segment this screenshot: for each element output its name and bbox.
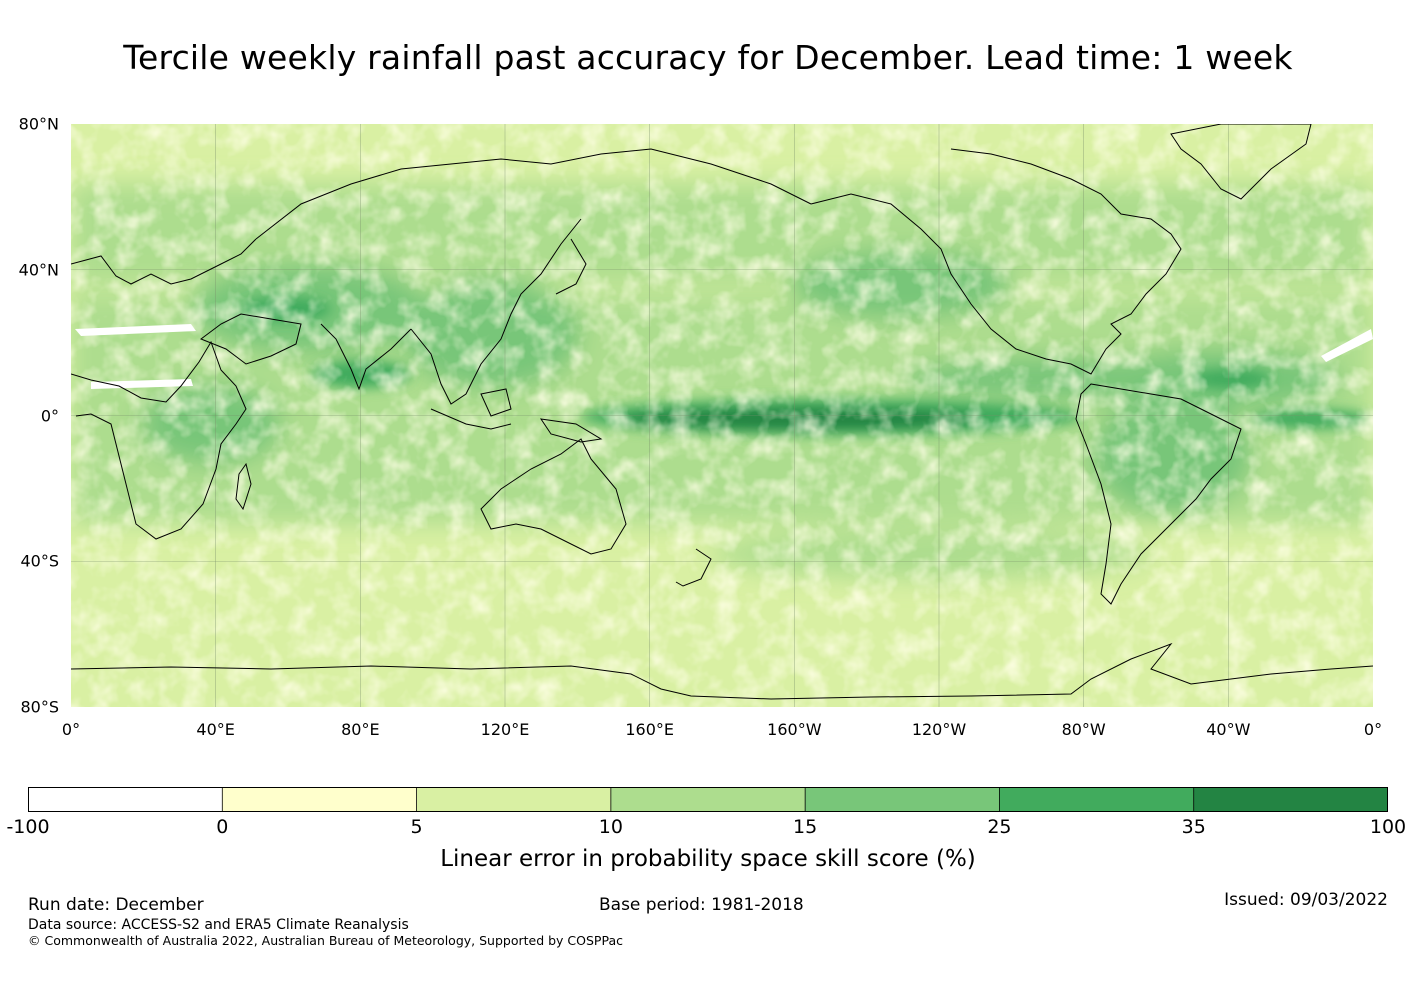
colorbar bbox=[28, 787, 1388, 812]
colorbar-segment bbox=[1193, 787, 1388, 812]
lat-label-equator: 0° bbox=[40, 406, 59, 425]
madagascar-coastline bbox=[235, 462, 252, 511]
coastlines bbox=[71, 124, 1373, 700]
colorbar-tick-label: 5 bbox=[410, 816, 423, 838]
colorbar-tick-label: 0 bbox=[216, 816, 229, 838]
new-guinea-coastline bbox=[539, 418, 603, 443]
sahara-negative-patch bbox=[75, 324, 196, 336]
lon-label-0-west-edge: 0° bbox=[61, 720, 81, 739]
india-coastline bbox=[320, 323, 412, 391]
graticule bbox=[71, 124, 1373, 707]
lon-label-160w: 160°W bbox=[767, 720, 822, 739]
europe-coastline bbox=[71, 238, 257, 285]
south-america-coastline bbox=[1075, 383, 1242, 605]
colorbar-segment bbox=[999, 787, 1194, 812]
lon-label-40e: 40°E bbox=[196, 720, 235, 739]
colorbar-segment bbox=[416, 787, 611, 812]
lat-label-80n: 80°N bbox=[18, 114, 59, 134]
borneo-coastline bbox=[480, 388, 512, 417]
colorbar-segment bbox=[610, 787, 806, 812]
lon-label-40w: 40°W bbox=[1206, 720, 1251, 739]
lon-label-80w: 80°W bbox=[1061, 720, 1106, 739]
skill-score-map bbox=[71, 124, 1373, 707]
colorbar-tick-label: -100 bbox=[6, 816, 50, 838]
colorbar-segment bbox=[805, 787, 1000, 812]
colorbar-segment bbox=[28, 787, 223, 812]
lon-label-80e: 80°E bbox=[341, 720, 380, 739]
lon-label-160e: 160°E bbox=[625, 720, 674, 739]
indonesia-coastline bbox=[430, 408, 512, 430]
lat-label-40s: 40°S bbox=[20, 551, 59, 571]
atlantic-negative-patch bbox=[1321, 329, 1373, 362]
base-period: Base period: 1981-2018 bbox=[599, 895, 804, 915]
negative-skill-patches bbox=[75, 324, 1373, 389]
map-canvas bbox=[71, 124, 1373, 707]
se-asia-coastline bbox=[410, 218, 582, 405]
australia-coastline bbox=[480, 438, 627, 555]
africa-coastline bbox=[71, 340, 247, 540]
lat-label-80s: 80°S bbox=[20, 697, 59, 717]
japan-coastline bbox=[555, 238, 587, 295]
copyright: © Commonwealth of Australia 2022, Austra… bbox=[28, 933, 623, 948]
colorbar-segment bbox=[222, 787, 417, 812]
lon-label-120e: 120°E bbox=[480, 720, 530, 739]
north-america-coastline bbox=[810, 148, 1182, 375]
colorbar-border bbox=[28, 787, 1388, 812]
colorbar-tick-label: 100 bbox=[1369, 816, 1407, 838]
sahel-negative-patch bbox=[91, 379, 193, 389]
arabia-coastline bbox=[199, 313, 302, 365]
colorbar-tick-label: 35 bbox=[1181, 816, 1206, 838]
chart-title: Tercile weekly rainfall past accuracy fo… bbox=[123, 38, 1293, 77]
data-source: Data source: ACCESS-S2 and ERA5 Climate … bbox=[28, 917, 409, 933]
asia-north-coastline bbox=[255, 148, 812, 240]
greenland-coastline bbox=[1170, 124, 1312, 200]
issued-date: Issued: 09/03/2022 bbox=[1224, 890, 1388, 910]
lon-label-120w: 120°W bbox=[911, 720, 967, 739]
colorbar-tick-label: 15 bbox=[793, 816, 818, 838]
lat-label-40n: 40°N bbox=[18, 260, 59, 280]
colorbar-label: Linear error in probability space skill … bbox=[440, 846, 976, 872]
new-zealand-coastline bbox=[675, 548, 712, 587]
run-date: Run date: December bbox=[28, 895, 204, 915]
antarctica-coastline bbox=[71, 642, 1373, 700]
colorbar-tick-label: 10 bbox=[598, 816, 623, 838]
lon-label-0-east-edge: 0° bbox=[1363, 720, 1383, 739]
colorbar-tick-label: 25 bbox=[987, 816, 1012, 838]
